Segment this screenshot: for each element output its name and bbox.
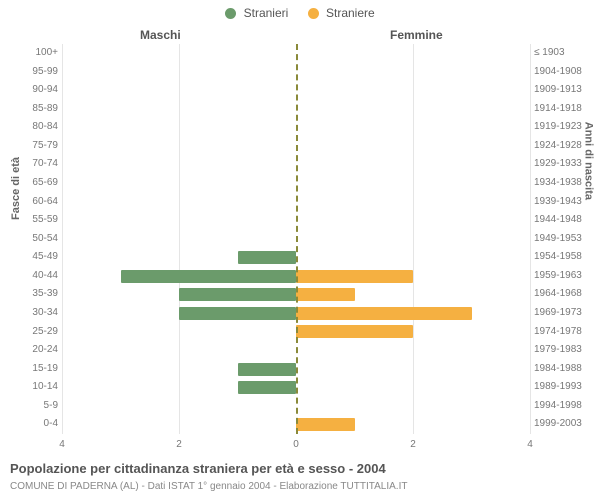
y-tick-birth: 1994-1998 [534,397,598,416]
gridline [530,44,531,434]
y-tick-birth: 1974-1978 [534,323,598,342]
x-tick: 4 [527,439,533,450]
bar-female [296,307,472,320]
y-tick-birth: 1949-1953 [534,230,598,249]
plot-area: 42024 [62,44,530,434]
y-tick-birth: 1934-1938 [534,174,598,193]
y-tick-age: 85-89 [0,100,58,119]
y-tick-birth: 1959-1963 [534,267,598,286]
bar-female [296,288,355,301]
y-tick-birth: 1954-1958 [534,248,598,267]
y-tick-age: 10-14 [0,378,58,397]
y-tick-age: 90-94 [0,81,58,100]
pyramid-chart: Stranieri Straniere Maschi Femmine Fasce… [0,0,600,500]
bar-male [179,307,296,320]
x-tick: 2 [176,439,182,450]
bar-male [121,270,297,283]
male-half [62,44,296,434]
legend-item-female: Straniere [308,6,375,20]
y-tick-birth: 1909-1913 [534,81,598,100]
x-tick: 4 [59,439,65,450]
legend: Stranieri Straniere [0,6,600,20]
circle-icon [225,8,236,19]
y-tick-birth: 1989-1993 [534,378,598,397]
y-tick-birth: 1904-1908 [534,63,598,82]
y-tick-age: 70-74 [0,155,58,174]
y-tick-age: 75-79 [0,137,58,156]
bar-male [238,363,297,376]
legend-item-male: Stranieri [225,6,288,20]
y-tick-age: 45-49 [0,248,58,267]
chart-subtitle: COMUNE DI PADERNA (AL) - Dati ISTAT 1° g… [10,481,407,492]
y-tick-birth: 1929-1933 [534,155,598,174]
y-tick-age: 60-64 [0,193,58,212]
legend-label-male: Stranieri [244,6,289,20]
bar-female [296,325,413,338]
y-tick-birth: 1964-1968 [534,285,598,304]
y-tick-age: 30-34 [0,304,58,323]
y-tick-age: 65-69 [0,174,58,193]
y-tick-birth: ≤ 1903 [534,44,598,63]
y-tick-age: 20-24 [0,341,58,360]
y-tick-age: 35-39 [0,285,58,304]
x-tick: 0 [293,439,299,450]
legend-label-female: Straniere [326,6,375,20]
y-tick-birth: 1979-1983 [534,341,598,360]
y-tick-birth: 1914-1918 [534,100,598,119]
bar-male [238,381,297,394]
y-tick-birth: 1924-1928 [534,137,598,156]
y-tick-birth: 1969-1973 [534,304,598,323]
y-tick-birth: 1944-1948 [534,211,598,230]
y-tick-age: 0-4 [0,415,58,434]
y-tick-age: 50-54 [0,230,58,249]
y-tick-age: 40-44 [0,267,58,286]
y-tick-age: 95-99 [0,63,58,82]
x-tick: 2 [410,439,416,450]
bar-male [238,251,297,264]
y-tick-birth: 1999-2003 [534,415,598,434]
circle-icon [308,8,319,19]
y-tick-age: 80-84 [0,118,58,137]
bar-female [296,270,413,283]
chart-title: Popolazione per cittadinanza straniera p… [10,461,386,476]
y-tick-birth: 1984-1988 [534,360,598,379]
y-tick-age: 55-59 [0,211,58,230]
y-tick-birth: 1939-1943 [534,193,598,212]
female-half [296,44,530,434]
center-line [296,44,298,434]
y-tick-age: 5-9 [0,397,58,416]
y-tick-birth: 1919-1923 [534,118,598,137]
y-tick-age: 100+ [0,44,58,63]
y-tick-age: 15-19 [0,360,58,379]
bar-female [296,418,355,431]
y-tick-age: 25-29 [0,323,58,342]
bar-male [179,288,296,301]
column-title-right: Femmine [390,28,443,42]
column-title-left: Maschi [140,28,181,42]
